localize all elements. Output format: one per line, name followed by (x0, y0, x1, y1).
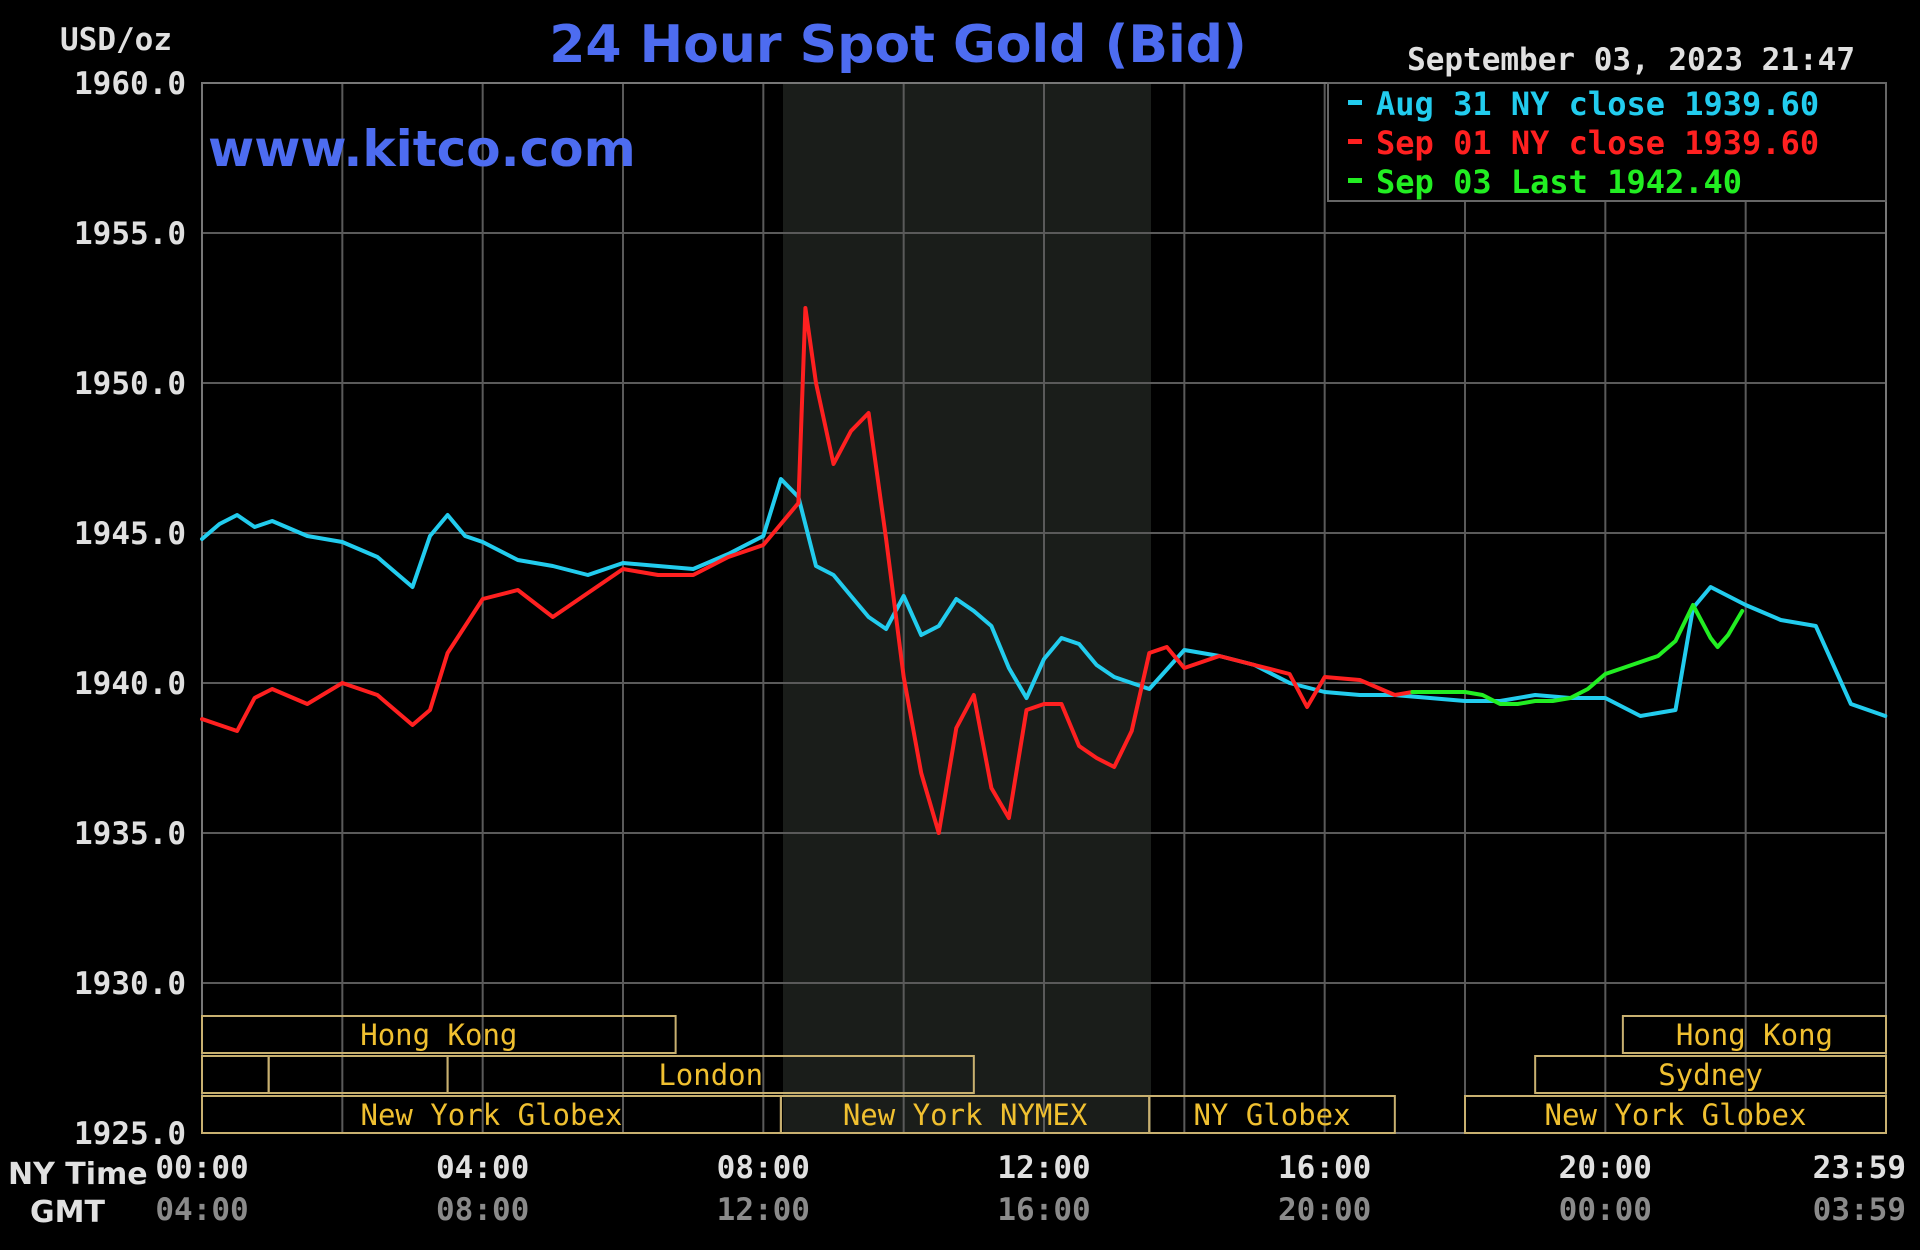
session-box (446, 1055, 975, 1094)
unit-label: USD/oz (60, 22, 172, 58)
legend-item-aug31: Aug 31 NY close 1939.60 (1376, 85, 1819, 123)
y-tick-label: 1945.0 (74, 516, 186, 552)
series-line-sep03 (1410, 603, 1745, 706)
legend-box (1327, 82, 1887, 202)
series-line-sep01 (200, 306, 1415, 835)
legend: Aug 31 NY close 1939.60 Sep 01 NY close … (1327, 82, 1887, 202)
legend-item-sep01: Sep 01 NY close 1939.60 (1376, 124, 1819, 162)
session-label: New York NYMEX (843, 1098, 1088, 1132)
session-label: Hong Kong (360, 1018, 517, 1052)
y-tick-label: 1930.0 (74, 966, 186, 1002)
x-tick-label-gmt: 04:00 (155, 1192, 248, 1228)
watermark-url: www.kitco.com (208, 120, 636, 178)
x-tick-label-gmt: 16:00 (997, 1192, 1090, 1228)
x-tick-label-gmt: 03:59 (1813, 1192, 1906, 1228)
legend-swatch-sep01 (1348, 139, 1362, 144)
x-tick-label-ny: 23:59 (1813, 1150, 1906, 1186)
y-tick-label: 1950.0 (74, 366, 186, 402)
y-tick-label: 1925.0 (74, 1116, 186, 1152)
price-series (200, 306, 1888, 835)
legend-swatch-sep03 (1348, 178, 1362, 183)
session-label: New York Globex (1545, 1098, 1807, 1132)
series-line-aug31 (200, 477, 1888, 718)
session-box (1621, 1015, 1887, 1054)
x-tick-label-gmt: 20:00 (1278, 1192, 1371, 1228)
x-tick-label-ny: 20:00 (1559, 1150, 1652, 1186)
session-box (1464, 1095, 1887, 1134)
x-axis-ticks: 00:00 04:00 04:00 08:00 08:00 12:00 12:00 16:00… (155, 1150, 1906, 1228)
session-box (201, 1015, 677, 1054)
x-tick-label-ny: 08:00 (717, 1150, 810, 1186)
session-label: Sydney (1658, 1058, 1763, 1092)
y-tick-label: 1955.0 (74, 216, 186, 252)
x-tick-label-gmt: 08:00 (436, 1192, 529, 1228)
x-tick-label-ny: 16:00 (1278, 1150, 1371, 1186)
legend-item-sep03: Sep 03 Last 1942.40 (1376, 163, 1742, 201)
x-tick-label-ny: 04:00 (436, 1150, 529, 1186)
trading-sessions: Hong Kong Hong Kong London Sydney New York G… (201, 1015, 1887, 1134)
chart-title: 24 Hour Spot Gold (Bid) (549, 15, 1247, 75)
session-label: Hong Kong (1676, 1018, 1833, 1052)
session-label: New York Globex (360, 1098, 622, 1132)
timestamp: September 03, 2023 21:47 (1407, 42, 1855, 78)
x-tick-label-gmt: 12:00 (717, 1192, 810, 1228)
x-tick-label-ny: 00:00 (155, 1150, 248, 1186)
grid-lines (202, 83, 1886, 1133)
session-box (1534, 1055, 1887, 1094)
x-row-label-gmt: GMT (30, 1195, 105, 1230)
y-tick-label: 1960.0 (74, 66, 186, 102)
session-box (1148, 1095, 1396, 1134)
y-tick-label: 1940.0 (74, 666, 186, 702)
legend-swatch-aug31 (1348, 100, 1362, 105)
x-tick-label-ny: 12:00 (997, 1150, 1090, 1186)
x-tick-label-gmt: 00:00 (1559, 1192, 1652, 1228)
session-label: NY Globex (1193, 1098, 1350, 1132)
x-row-label-ny: NY Time (8, 1157, 148, 1192)
y-axis-ticks: 1960.0 1955.0 1950.0 1945.0 1940.0 1935.0 1930… (74, 66, 186, 1152)
y-tick-label: 1935.0 (74, 816, 186, 852)
session-label: London (658, 1058, 763, 1092)
